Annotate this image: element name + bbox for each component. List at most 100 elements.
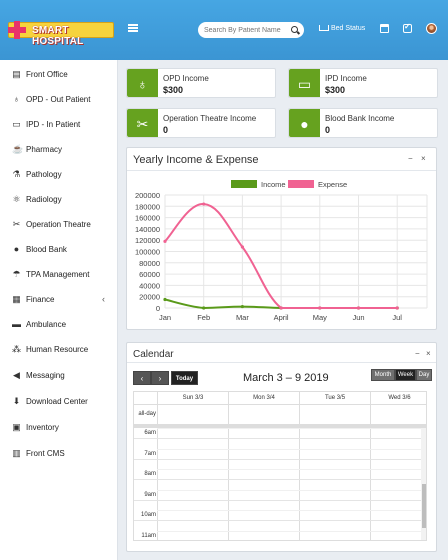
task-check-icon[interactable] xyxy=(403,22,412,33)
time-label: 6am xyxy=(144,430,156,436)
sidebar-item-tpa-management[interactable]: ☂ TPA Management xyxy=(0,264,118,284)
y-tick-label: 40000 xyxy=(139,281,160,290)
sidebar-item-radiology[interactable]: ⚛ Radiology xyxy=(0,189,118,209)
bed-status-link[interactable]: Bed Status xyxy=(319,25,365,32)
sidebar-item-label: Pharmacy xyxy=(26,145,63,154)
sidebar-item-pathology[interactable]: ⚗ Pathology xyxy=(0,164,118,184)
hospital-cross-icon xyxy=(7,20,27,40)
sidebar-item-ipd-in-patient[interactable]: ▭ IPD - In Patient xyxy=(0,114,118,134)
sidebar-item-inventory[interactable]: ▣ Inventory xyxy=(0,417,118,437)
patient-search xyxy=(198,22,304,38)
search-input[interactable] xyxy=(204,24,288,36)
week-grid: Sun 3/3 Mon 3/4 Tue 3/5 Wed 3/6 all-day … xyxy=(133,391,427,541)
half-hour-line xyxy=(157,489,421,491)
scrollbar-thumb[interactable] xyxy=(422,484,426,528)
card-title: OPD Income xyxy=(163,74,209,83)
bullhorn-icon: ◀ xyxy=(13,370,20,380)
download-icon: ⬇ xyxy=(12,396,21,406)
divider xyxy=(127,362,436,363)
cms-icon: ▥ xyxy=(12,448,21,458)
column-header: Sun 3/3 xyxy=(157,392,228,404)
minimize-icon[interactable]: − xyxy=(408,154,413,163)
sidebar-item-label: Inventory xyxy=(26,423,59,432)
legend-swatch xyxy=(231,180,257,188)
stethoscope-icon: ♁ xyxy=(13,94,20,104)
sidebar-item-label: Messaging xyxy=(26,371,65,380)
mortar-icon: ☕ xyxy=(12,144,24,154)
prev-button[interactable]: ‹ xyxy=(133,371,151,385)
day-view-button[interactable]: Day xyxy=(416,369,432,381)
legend-label: Income xyxy=(261,180,286,189)
week-view-button[interactable]: Week xyxy=(395,369,416,381)
time-slot-line xyxy=(134,458,421,460)
sidebar: ▤ Front Office ♁ OPD - Out Patient ▭ IPD - In… xyxy=(0,60,118,560)
chevron-left-icon[interactable]: ‹ xyxy=(102,294,105,304)
sidebar-item-label: Human Resource xyxy=(26,345,89,354)
app-logo[interactable]: SMART HOSPITAL xyxy=(7,20,114,47)
divider xyxy=(127,170,436,171)
hamburger-menu-icon[interactable] xyxy=(128,24,138,32)
logo-text: SMART HOSPITAL xyxy=(32,25,84,47)
column-header: Mon 3/4 xyxy=(228,392,299,404)
card-value: 0 xyxy=(163,125,169,135)
user-avatar[interactable] xyxy=(426,23,437,34)
close-icon[interactable]: × xyxy=(426,349,431,358)
y-tick-label: 80000 xyxy=(139,259,160,268)
data-point-expense xyxy=(318,306,322,310)
sidebar-item-pharmacy[interactable]: ☕ Pharmacy xyxy=(0,139,118,159)
opd-income-card[interactable]: ♁ OPD Income $300 xyxy=(126,68,276,98)
bed-status-label: Bed Status xyxy=(331,25,366,32)
time-label: 9am xyxy=(144,491,156,498)
bed-icon xyxy=(319,25,329,31)
close-icon[interactable]: × xyxy=(421,154,426,163)
scissors-icon: ✂ xyxy=(127,109,158,137)
x-tick-label: Mar xyxy=(236,313,249,322)
y-tick-label: 120000 xyxy=(135,236,160,245)
sidebar-item-human-resource[interactable]: ⁂ Human Resource xyxy=(0,339,118,359)
ipd-income-card[interactable]: ▭ IPD Income $300 xyxy=(288,68,438,98)
next-button[interactable]: › xyxy=(151,371,169,385)
today-button[interactable]: Today xyxy=(171,371,198,385)
ambulance-icon: ▬ xyxy=(12,319,21,329)
sidebar-item-label: Front Office xyxy=(26,70,68,79)
allday-label: all-day xyxy=(138,411,156,417)
scrollbar[interactable] xyxy=(421,428,426,540)
umbrella-icon: ☂ xyxy=(12,269,21,279)
time-label: 10am xyxy=(140,512,156,519)
data-point-income xyxy=(240,304,244,309)
calendar-icon[interactable] xyxy=(380,24,389,33)
data-point-expense xyxy=(395,306,399,310)
sidebar-item-label: TPA Management xyxy=(26,270,90,279)
sidebar-item-ambulance[interactable]: ▬ Ambulance xyxy=(0,314,118,334)
line-chart: 0 20000 40000 60000 80000 100000 120000 140000 1… xyxy=(135,180,428,322)
sidebar-item-opd-out-patient[interactable]: ♁ OPD - Out Patient xyxy=(0,89,118,109)
search-icon[interactable] xyxy=(291,26,298,33)
sidebar-item-label: Ambulance xyxy=(26,320,67,329)
sidebar-item-label: Blood Bank xyxy=(26,245,67,254)
sidebar-item-front-cms[interactable]: ▥ Front CMS xyxy=(0,443,118,463)
half-hour-line xyxy=(157,448,421,450)
legend-label: Expense xyxy=(318,180,347,189)
card-value: $300 xyxy=(325,85,346,95)
sidebar-item-messaging[interactable]: ◀ Messaging xyxy=(0,365,118,385)
sidebar-item-front-office[interactable]: ▤ Front Office xyxy=(0,64,118,84)
time-slot-line xyxy=(134,520,421,522)
sidebar-item-download-center[interactable]: ⬇ Download Center xyxy=(0,391,118,411)
sidebar-item-blood-bank[interactable]: ● Blood Bank xyxy=(0,239,118,259)
calendar-date-range: March 3 – 9 2019 xyxy=(243,372,329,384)
ot-income-card[interactable]: ✂ Operation Theatre Income 0 xyxy=(126,108,276,138)
sidebar-item-label: IPD - In Patient xyxy=(26,120,81,129)
x-tick-label: April xyxy=(274,313,289,322)
card-value: 0 xyxy=(325,125,331,135)
card-title: IPD Income xyxy=(325,74,367,83)
data-point-expense xyxy=(279,306,283,310)
blood-bank-income-card[interactable]: ● Blood Bank Income 0 xyxy=(288,108,438,138)
month-view-button[interactable]: Month xyxy=(371,369,395,381)
sidebar-item-finance[interactable]: ▦ Finance ‹ xyxy=(0,289,118,309)
sidebar-item-label: Front CMS xyxy=(26,449,65,458)
y-tick-label: 100000 xyxy=(135,248,160,257)
minimize-icon[interactable]: − xyxy=(415,349,420,358)
x-tick-label: Feb xyxy=(197,313,210,322)
sitemap-icon: ⁂ xyxy=(12,344,21,354)
sidebar-item-operation-theatre[interactable]: ✂ Operation Theatre xyxy=(0,214,118,234)
